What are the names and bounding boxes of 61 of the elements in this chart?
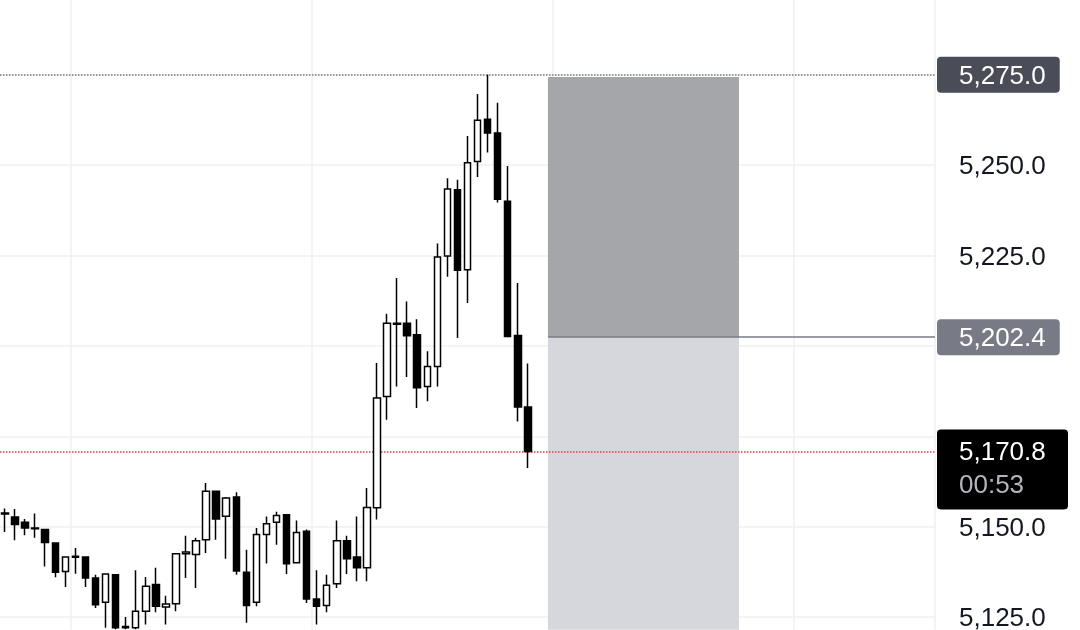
y-tick-label: 5,150.0 <box>959 511 1046 542</box>
candlestick <box>483 74 492 154</box>
candlestick <box>71 547 80 575</box>
candlestick <box>453 178 462 339</box>
candlestick <box>81 556 90 588</box>
ref-line-label: 5,275.0 <box>959 59 1046 90</box>
candlestick <box>443 177 452 278</box>
candlestick <box>402 300 412 378</box>
candlestick <box>302 528 311 604</box>
candlestick <box>272 511 281 546</box>
candlestick <box>433 242 442 388</box>
candlestick <box>121 616 130 630</box>
y-tick-label: 5,225.0 <box>959 240 1046 271</box>
candlestick <box>463 135 472 304</box>
candlestick <box>161 594 171 626</box>
candlestick <box>242 549 251 624</box>
candlestick <box>141 576 151 626</box>
candlestick <box>493 101 502 204</box>
text: 00:53 <box>959 469 1025 500</box>
candlestick <box>382 312 392 421</box>
candlestick <box>61 556 70 588</box>
candlestick <box>352 515 362 582</box>
candlestick <box>171 553 181 612</box>
candlestick <box>392 277 402 388</box>
candlestick <box>211 490 221 541</box>
ref-line-label: 5,202.4 <box>959 322 1046 353</box>
y-tick-label: 5,125.0 <box>959 602 1046 630</box>
candlestick <box>30 512 40 539</box>
candlestick <box>362 487 372 582</box>
candlestick <box>282 513 291 575</box>
candlestick <box>40 528 50 568</box>
candlestick <box>201 482 211 554</box>
y-tick-label: 5,250.0 <box>959 150 1046 181</box>
candlestick <box>523 362 533 469</box>
candlestick <box>181 534 191 579</box>
candlestick <box>473 93 482 178</box>
candlestick <box>131 569 140 630</box>
candlestick <box>503 165 512 338</box>
candlestick <box>51 541 60 578</box>
candlestick <box>342 534 352 575</box>
candlestick <box>252 527 261 607</box>
candlestick <box>20 518 30 537</box>
candlestick <box>91 573 100 609</box>
candlestick <box>0 507 10 533</box>
candlestick <box>332 519 342 589</box>
candlestick <box>232 491 241 576</box>
ref-line-label: 5,170.8 <box>959 436 1046 467</box>
candlestick <box>322 573 331 614</box>
candlestick <box>513 282 523 423</box>
candlestick <box>372 362 382 521</box>
candlestick <box>191 537 201 589</box>
candlestick <box>101 573 110 629</box>
candlestick <box>221 496 231 560</box>
candlestick <box>151 567 161 614</box>
candlestick <box>423 350 432 402</box>
candlestick <box>262 515 271 565</box>
candlestick <box>10 508 20 542</box>
candlestick <box>312 569 321 626</box>
candlestick <box>111 573 120 630</box>
candlestick <box>292 519 301 564</box>
candlestick <box>412 318 422 409</box>
